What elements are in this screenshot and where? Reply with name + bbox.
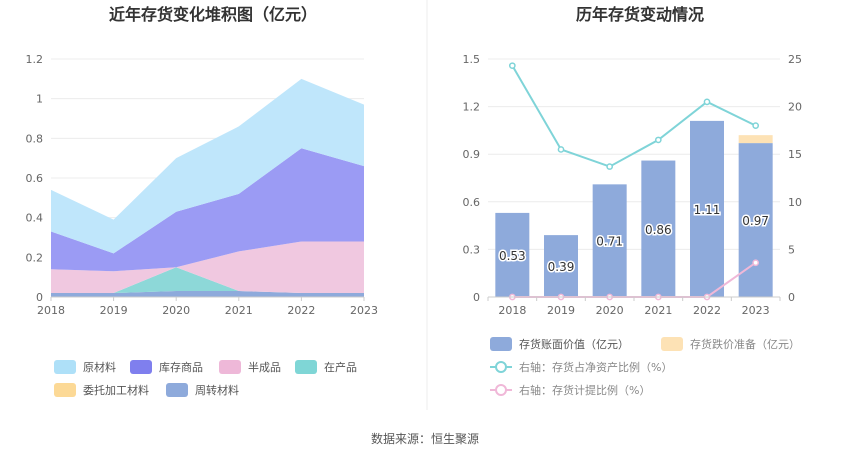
left-legend-swatch: [54, 360, 76, 374]
left-x-tick: 2018: [37, 304, 65, 317]
left-legend-label: 周转材料: [195, 383, 239, 397]
right-legend-label: 右轴：存货计提比例（%）: [519, 383, 650, 397]
right-bars: 0.53 0.39 0.71 0.86 1.11 0.97: [495, 120, 773, 297]
bar-label-bg: [544, 259, 578, 276]
left-legend-item: 在产品: [295, 360, 357, 374]
right-y-tick: 1.2: [463, 101, 481, 114]
right-legend-item: 右轴：存货计提比例（%）: [490, 383, 650, 397]
left-legend-swatch: [219, 360, 241, 374]
bar-value-label: 0.53: [499, 249, 526, 263]
left-legend-swatch: [295, 360, 317, 374]
right-y-tick: 0.6: [463, 196, 481, 209]
left-legend-label: 半成品: [248, 360, 281, 374]
line-point: [557, 146, 565, 153]
left-x-tick: 2020: [162, 304, 190, 317]
right-legend-label: 存货账面价值（亿元）: [519, 337, 629, 351]
bar-line-chart: 历年存货变动情况 0.53 0.39 0.71 0.86 1.11 0.97 0 0.3 0.…: [463, 5, 803, 397]
right-y2-tick: 0: [788, 291, 795, 304]
right-axis: 0 0.3 0.6 0.9 1.2 1.5 0 5 10 15 20 25 2018 2019 2020 20…: [463, 53, 803, 317]
line-series-0: [511, 65, 757, 168]
source-note: 数据来源：恒生聚源: [371, 431, 479, 446]
left-axis: 0 0.2 0.4 0.6 0.8 1 1.2 2018 2019 2020 2021 2022 202…: [26, 53, 379, 317]
left-y-tick: 0.2: [26, 251, 44, 264]
line-point: [606, 163, 614, 170]
right-x-tick: 2023: [742, 304, 770, 317]
line-point: [752, 122, 760, 129]
left-y-tick: 0.8: [26, 132, 44, 145]
left-legend-item: 半成品: [219, 360, 281, 374]
left-y-tick: 0.4: [26, 212, 44, 225]
right-legend-marker: [495, 361, 507, 373]
area-4: [51, 148, 364, 272]
left-legend-swatch: [54, 383, 76, 397]
bar-provision: [738, 135, 773, 144]
bar-value-label: 0.97: [742, 214, 769, 228]
right-legend-swatch: [490, 337, 512, 351]
bar-value-label: 0.39: [548, 260, 575, 274]
bar-label-bg: [739, 213, 773, 230]
left-y-tick: 1.2: [26, 53, 44, 66]
right-legend-label: 右轴：存货占净资产比例（%）: [519, 360, 672, 374]
right-y2-tick: 10: [788, 196, 802, 209]
left-legend-item: 委托加工材料: [54, 383, 149, 397]
right-x-tick: 2018: [498, 304, 526, 317]
right-legend: 存货账面价值（亿元） 存货跌价准备（亿元） 右轴：存货占净资产比例（%） 右轴：存货计…: [490, 337, 800, 397]
left-x-tick: 2019: [100, 304, 128, 317]
right-x-tick: 2019: [547, 304, 575, 317]
right-legend-swatch: [661, 337, 683, 351]
left-x-tick: 2022: [287, 304, 315, 317]
right-y2-tick: 5: [788, 243, 795, 256]
right-legend-item: 存货账面价值（亿元）: [490, 337, 629, 351]
area-0: [51, 291, 364, 297]
left-legend-item: 原材料: [54, 360, 116, 374]
left-x-tick: 2023: [350, 304, 378, 317]
area-3: [51, 241, 364, 294]
right-x-tick: 2021: [644, 304, 672, 317]
line-point: [703, 98, 711, 106]
left-y-tick: 1: [36, 93, 43, 106]
left-areas: [51, 78, 364, 297]
right-y-tick: 0.9: [463, 148, 481, 161]
left-legend-label: 委托加工材料: [83, 383, 149, 397]
right-y-tick: 1.5: [463, 53, 481, 66]
left-legend-swatch: [166, 383, 188, 397]
left-legend-item: 库存商品: [130, 360, 203, 374]
left-y-tick: 0: [36, 291, 43, 304]
right-legend-label: 存货跌价准备（亿元）: [690, 337, 800, 351]
line-point: [508, 62, 516, 70]
stacked-area-chart: 近年存货变化堆积图（亿元） 0 0.2 0.4 0.6 0.8 1 1.2 2018 2019 2…: [26, 5, 379, 397]
area-5: [51, 78, 364, 254]
left-legend-label: 原材料: [83, 360, 116, 374]
left-chart-title: 近年存货变化堆积图（亿元）: [109, 5, 317, 24]
left-legend-label: 在产品: [324, 360, 357, 374]
right-chart-title: 历年存货变动情况: [576, 5, 704, 24]
bar-value-label: 1.11: [694, 203, 721, 217]
right-y2-tick: 20: [788, 101, 802, 114]
left-y-tick: 0.6: [26, 172, 44, 185]
right-x-tick: 2020: [596, 304, 624, 317]
left-legend-item: 周转材料: [166, 383, 239, 397]
bar-label-bg: [593, 233, 627, 250]
bar-label-bg: [690, 201, 724, 218]
bar-label-bg: [641, 221, 675, 238]
line-point: [654, 136, 662, 144]
right-legend-item: 右轴：存货占净资产比例（%）: [490, 360, 672, 374]
right-legend-marker: [495, 384, 507, 396]
bar-label-bg: [495, 247, 529, 264]
right-y2-tick: 25: [788, 53, 802, 66]
left-legend-label: 库存商品: [159, 360, 203, 374]
right-x-tick: 2022: [693, 304, 721, 317]
right-y-tick: 0: [473, 291, 480, 304]
line-point: [752, 259, 760, 267]
right-legend-item: 存货跌价准备（亿元）: [661, 337, 800, 351]
bar-value-label: 0.71: [596, 235, 623, 249]
left-legend-swatch: [130, 360, 152, 374]
right-y-tick: 0.3: [463, 243, 481, 256]
left-x-tick: 2021: [225, 304, 253, 317]
bar-value-label: 0.86: [645, 223, 672, 237]
right-y2-tick: 15: [788, 148, 802, 161]
